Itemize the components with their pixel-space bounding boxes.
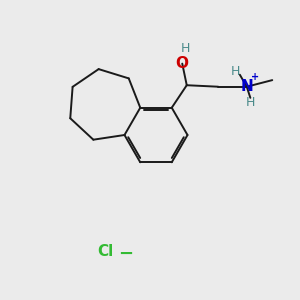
Text: Cl: Cl	[97, 244, 113, 260]
Text: +: +	[251, 72, 259, 82]
Text: H: H	[231, 64, 240, 78]
Text: H: H	[246, 96, 255, 109]
Text: O: O	[176, 56, 189, 71]
Text: −: −	[118, 244, 134, 262]
Text: N: N	[240, 79, 253, 94]
Text: H: H	[181, 42, 190, 55]
